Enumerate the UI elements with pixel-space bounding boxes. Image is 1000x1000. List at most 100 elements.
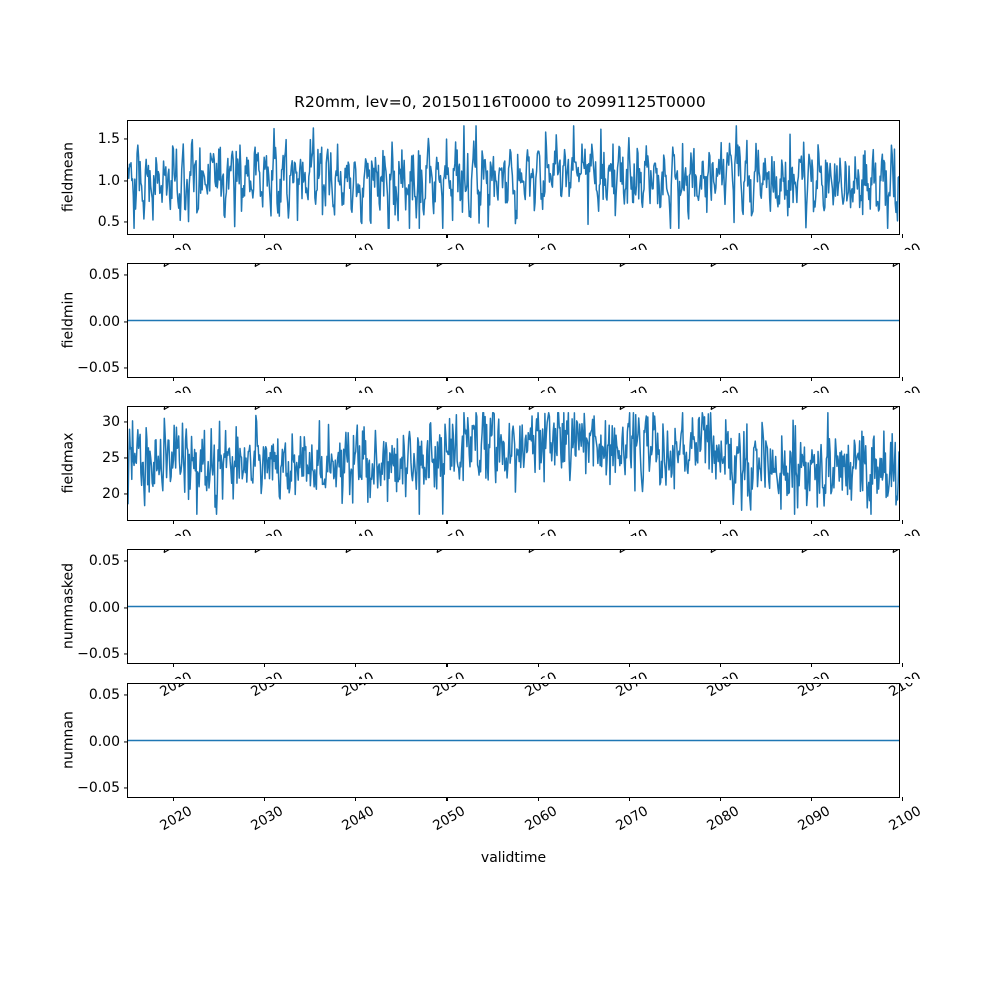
x-tick-mark bbox=[355, 663, 357, 667]
y-tick-label: −0.05 bbox=[77, 359, 120, 376]
x-tick-mark bbox=[264, 377, 266, 381]
x-tick-mark bbox=[810, 234, 812, 238]
x-tick-label: 2100 bbox=[886, 803, 924, 835]
x-tick-mark bbox=[719, 797, 721, 801]
x-tick-mark bbox=[446, 520, 448, 524]
y-tick-mark bbox=[124, 320, 128, 323]
x-tick-mark bbox=[901, 797, 903, 801]
x-tick-mark bbox=[173, 797, 175, 801]
y-tick-mark bbox=[124, 653, 128, 655]
x-tick-mark bbox=[446, 377, 448, 381]
x-tick-mark bbox=[628, 377, 630, 381]
x-tick-mark bbox=[537, 234, 539, 238]
x-tick-mark bbox=[537, 797, 539, 801]
x-tick-mark bbox=[628, 663, 630, 667]
figure-title: R20mm, lev=0, 20150116T0000 to 20991125T… bbox=[294, 93, 706, 111]
x-tick-mark bbox=[264, 234, 266, 238]
x-tick-mark bbox=[719, 663, 721, 667]
y-tick-label: 0.05 bbox=[88, 553, 120, 570]
series-line-fieldmax bbox=[128, 413, 899, 515]
ticklabel-overlap-mask bbox=[0, 679, 1000, 683]
x-tick-mark bbox=[901, 520, 903, 524]
x-tick-mark bbox=[628, 520, 630, 524]
y-tick-mark bbox=[124, 787, 128, 789]
x-tick-mark bbox=[901, 377, 903, 381]
x-tick-label: 2060 bbox=[521, 803, 560, 835]
x-tick-label: 2070 bbox=[612, 803, 651, 835]
series-canvas bbox=[128, 407, 899, 520]
x-tick-mark bbox=[355, 520, 357, 524]
x-tick-label: 2030 bbox=[248, 803, 287, 835]
x-tick-mark bbox=[264, 797, 266, 801]
y-tick-mark bbox=[124, 138, 128, 140]
y-tick-mark bbox=[124, 221, 128, 223]
x-tick-mark bbox=[173, 520, 175, 524]
y-tick-label: −0.05 bbox=[77, 779, 120, 796]
x-tick-label: 2080 bbox=[703, 803, 742, 835]
y-tick-label: 0.05 bbox=[88, 687, 120, 704]
y-axis-label-fieldmax: fieldmax bbox=[60, 432, 76, 493]
plot-area-fieldmax bbox=[128, 407, 899, 520]
x-tick-mark bbox=[446, 663, 448, 667]
y-tick-mark bbox=[124, 274, 128, 276]
plot-area-fieldmin bbox=[128, 264, 899, 377]
x-tick-mark bbox=[173, 663, 175, 667]
x-tick-mark bbox=[901, 663, 903, 667]
subplot-fieldmean: fieldmean0.51.01.52020203020402050206020… bbox=[60, 120, 924, 271]
y-tick-label: 0.00 bbox=[88, 733, 120, 750]
ticklabel-overlap-mask bbox=[0, 250, 1000, 263]
x-tick-label: 2050 bbox=[430, 803, 469, 835]
plot-area-fieldmean bbox=[128, 121, 899, 234]
x-tick-label: 2090 bbox=[795, 803, 833, 835]
subplot-fieldmin: fieldmin−0.050.000.052020203020402050206… bbox=[60, 263, 924, 414]
y-tick-mark bbox=[124, 421, 128, 423]
x-tick-mark bbox=[264, 520, 266, 524]
series-canvas bbox=[128, 550, 899, 663]
x-tick-mark bbox=[901, 234, 903, 238]
y-tick-label: 0.00 bbox=[88, 313, 120, 330]
x-tick-mark bbox=[719, 234, 721, 238]
series-canvas bbox=[128, 264, 899, 377]
x-tick-mark bbox=[173, 377, 175, 381]
x-tick-mark bbox=[537, 663, 539, 667]
x-tick-mark bbox=[810, 520, 812, 524]
series-canvas bbox=[128, 121, 899, 234]
y-tick-label: −0.05 bbox=[77, 645, 120, 662]
subplot-numnan: numnan −0.05 0.00 0.05 2020 2030 2040 2050 2060 2… bbox=[60, 683, 924, 834]
y-axis-label-fieldmin: fieldmin bbox=[60, 291, 76, 348]
y-tick-mark bbox=[124, 367, 128, 369]
x-tick-mark bbox=[719, 520, 721, 524]
x-tick-mark bbox=[446, 234, 448, 238]
y-tick-mark bbox=[124, 493, 128, 495]
plot-area-nummasked bbox=[128, 550, 899, 663]
y-tick-label: 20 bbox=[102, 486, 120, 503]
y-tick-mark bbox=[124, 740, 128, 743]
y-tick-mark bbox=[124, 606, 128, 609]
y-tick-label: 25 bbox=[102, 449, 120, 466]
x-tick-mark bbox=[446, 797, 448, 801]
y-axis-label-fieldmean: fieldmean bbox=[60, 141, 76, 212]
subplot-nummasked: nummasked −0.05 0.00 0.05 2020 2030 2040 2050 20… bbox=[60, 549, 924, 700]
x-tick-mark bbox=[537, 520, 539, 524]
x-tick-mark bbox=[355, 797, 357, 801]
y-axis-label-nummasked: nummasked bbox=[60, 562, 76, 649]
x-tick-mark bbox=[810, 377, 812, 381]
ticklabel-overlap-mask bbox=[0, 393, 1000, 406]
y-tick-label: 1.0 bbox=[97, 172, 120, 189]
x-tick-mark bbox=[628, 234, 630, 238]
y-tick-mark bbox=[124, 180, 128, 182]
x-tick-mark bbox=[173, 234, 175, 238]
x-tick-mark bbox=[355, 377, 357, 381]
series-canvas bbox=[128, 684, 899, 797]
x-tick-mark bbox=[537, 377, 539, 381]
plot-area-numnan bbox=[128, 684, 899, 797]
series-line-fieldmean bbox=[128, 126, 899, 228]
ticklabel-overlap-mask bbox=[0, 536, 1000, 549]
y-tick-mark bbox=[124, 694, 128, 696]
y-tick-mark bbox=[124, 457, 128, 459]
x-tick-mark bbox=[719, 377, 721, 381]
x-tick-mark bbox=[810, 663, 812, 667]
subplot-fieldmax: fieldmax20253020202030204020502060207020… bbox=[60, 406, 924, 557]
y-tick-label: 0.05 bbox=[88, 267, 120, 284]
